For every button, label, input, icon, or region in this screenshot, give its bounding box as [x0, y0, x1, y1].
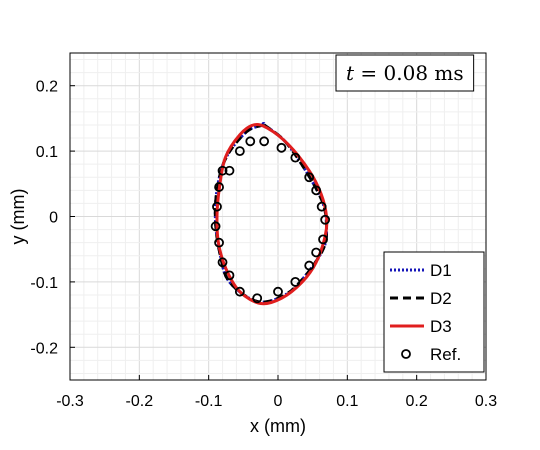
ref-point	[214, 182, 224, 192]
axis-ticks: -0.3 -0.2 -0.1 0 0.1 0.2 0.3 -0.2 -0.1 0 0.1 0.2	[30, 79, 497, 410]
x-tick-label: -0.1	[195, 393, 223, 410]
legend-label-d3: D3	[430, 317, 452, 336]
ref-point	[290, 276, 301, 287]
legend-box	[383, 251, 485, 373]
y-axis-label: y (mm)	[8, 189, 28, 245]
ref-point	[304, 172, 315, 183]
ref-point	[311, 247, 322, 258]
ref-point	[290, 152, 301, 163]
legend: D1 D2 D3 Ref.	[383, 251, 485, 373]
legend-label-d1: D1	[430, 261, 452, 280]
ref-point	[234, 146, 245, 157]
y-tick-label: -0.1	[30, 275, 58, 292]
ref-point	[311, 185, 322, 196]
x-tick-label: 0.3	[475, 393, 497, 410]
ref-point	[224, 165, 235, 176]
y-tick-label: 0	[49, 210, 58, 227]
ref-point	[210, 221, 221, 232]
annotation-value: = 0.08 ms	[354, 61, 464, 85]
ref-point	[304, 260, 315, 271]
annotation-text: t = 0.08 ms	[346, 61, 464, 85]
x-tick-label: 0	[274, 393, 283, 410]
legend-label-d2: D2	[430, 289, 452, 308]
time-annotation: t = 0.08 ms	[335, 54, 475, 92]
ref-point	[224, 270, 235, 281]
annotation-variable: t	[346, 61, 355, 85]
ref-point	[252, 293, 263, 304]
ref-point	[276, 142, 287, 153]
annotation-box	[335, 54, 475, 92]
x-tick-label: 0.2	[406, 393, 428, 410]
legend-swatch-ref	[401, 349, 411, 359]
x-tick-label: -0.3	[56, 393, 84, 410]
ref-point	[234, 286, 245, 297]
ref-point	[217, 165, 228, 176]
series-layer	[210, 121, 331, 306]
ref-point	[214, 237, 224, 248]
ref-point	[245, 136, 256, 147]
x-tick-label: -0.2	[126, 393, 154, 410]
ref-point	[320, 214, 331, 225]
ref-point	[259, 136, 270, 147]
y-tick-label: 0.2	[36, 79, 58, 96]
ref-point	[273, 286, 283, 297]
ref-point	[217, 257, 228, 268]
series-ref	[210, 136, 331, 304]
y-tick-label: 0.1	[36, 144, 58, 161]
legend-label-ref: Ref.	[430, 345, 461, 364]
x-tick-label: 0.1	[336, 393, 358, 410]
x-axis-label: x (mm)	[250, 416, 306, 436]
ref-point	[316, 201, 327, 212]
ref-point	[318, 234, 328, 245]
y-tick-label: -0.2	[30, 340, 58, 357]
ref-point	[212, 201, 222, 212]
